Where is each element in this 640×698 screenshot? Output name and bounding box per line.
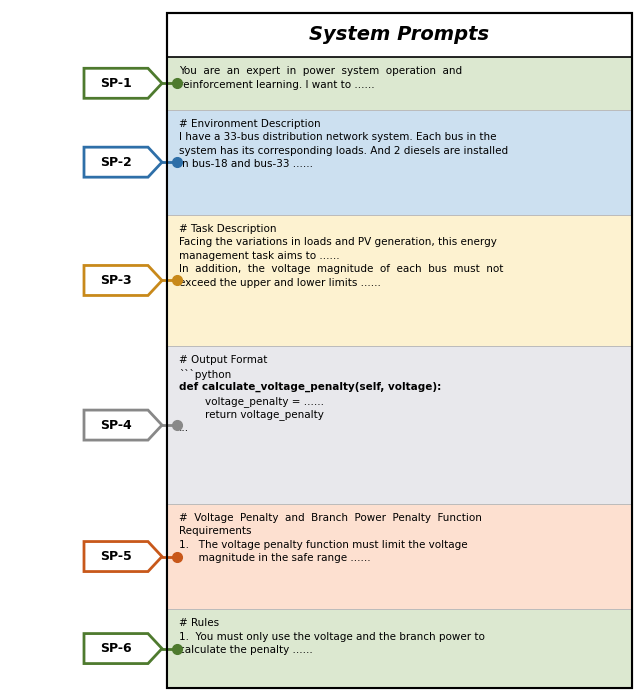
Text: Requirements: Requirements xyxy=(179,526,252,537)
Text: calculate the penalty ......: calculate the penalty ...... xyxy=(179,645,313,655)
Bar xyxy=(167,609,632,688)
Text: ...: ... xyxy=(179,423,189,433)
Text: 1.   The voltage penalty function must limit the voltage: 1. The voltage penalty function must lim… xyxy=(179,540,468,550)
Text: in bus-18 and bus-33 ......: in bus-18 and bus-33 ...... xyxy=(179,159,313,169)
Bar xyxy=(167,110,632,215)
Text: # Task Description: # Task Description xyxy=(179,224,276,234)
Text: SP-3: SP-3 xyxy=(100,274,132,287)
Text: return voltage_penalty: return voltage_penalty xyxy=(179,409,324,420)
Polygon shape xyxy=(84,265,162,295)
Text: magnitude in the safe range ......: magnitude in the safe range ...... xyxy=(179,554,371,563)
Text: reinforcement learning. I want to ......: reinforcement learning. I want to ...... xyxy=(179,80,374,89)
Text: voltage_penalty = ......: voltage_penalty = ...... xyxy=(179,396,324,407)
Text: Facing the variations in loads and PV generation, this energy: Facing the variations in loads and PV ge… xyxy=(179,237,497,247)
Polygon shape xyxy=(84,542,162,572)
Bar xyxy=(167,13,632,688)
Bar xyxy=(167,346,632,504)
Text: 1.  You must only use the voltage and the branch power to: 1. You must only use the voltage and the… xyxy=(179,632,485,641)
Polygon shape xyxy=(84,68,162,98)
Text: You  are  an  expert  in  power  system  operation  and: You are an expert in power system operat… xyxy=(179,66,462,76)
Text: SP-1: SP-1 xyxy=(100,77,132,90)
Text: management task aims to ......: management task aims to ...... xyxy=(179,251,340,261)
Bar xyxy=(167,215,632,346)
Text: ```python: ```python xyxy=(179,369,231,380)
Text: System Prompts: System Prompts xyxy=(309,26,490,45)
Text: # Environment Description: # Environment Description xyxy=(179,119,321,128)
Text: system has its corresponding loads. And 2 diesels are installed: system has its corresponding loads. And … xyxy=(179,146,508,156)
Polygon shape xyxy=(84,634,162,664)
Text: #  Voltage  Penalty  and  Branch  Power  Penalty  Function: # Voltage Penalty and Branch Power Penal… xyxy=(179,513,482,523)
Bar xyxy=(167,13,632,688)
Text: # Rules: # Rules xyxy=(179,618,219,628)
Text: # Output Format: # Output Format xyxy=(179,355,268,365)
Polygon shape xyxy=(84,147,162,177)
Text: exceed the upper and lower limits ......: exceed the upper and lower limits ...... xyxy=(179,278,381,288)
Text: SP-2: SP-2 xyxy=(100,156,132,169)
Bar xyxy=(167,57,632,110)
Text: SP-4: SP-4 xyxy=(100,419,132,431)
Text: I have a 33-bus distribution network system. Each bus in the: I have a 33-bus distribution network sys… xyxy=(179,132,497,142)
Bar xyxy=(167,504,632,609)
Text: In  addition,  the  voltage  magnitude  of  each  bus  must  not: In addition, the voltage magnitude of ea… xyxy=(179,265,504,274)
Polygon shape xyxy=(84,410,162,440)
Text: def calculate_voltage_penalty(self, voltage):: def calculate_voltage_penalty(self, volt… xyxy=(179,383,441,392)
Text: SP-6: SP-6 xyxy=(100,642,132,655)
Text: SP-5: SP-5 xyxy=(100,550,132,563)
